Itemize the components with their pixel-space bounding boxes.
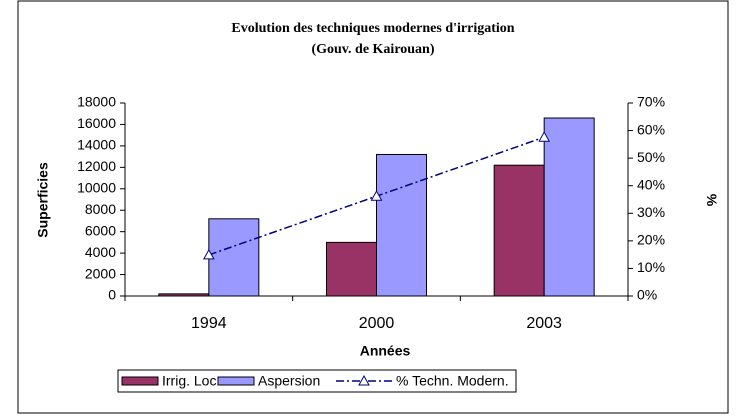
x-tick-label: 1994 bbox=[191, 315, 227, 332]
legend-swatch bbox=[121, 376, 159, 386]
bar bbox=[158, 293, 210, 297]
bar bbox=[208, 218, 260, 297]
x-tick-label: 2000 bbox=[359, 315, 395, 332]
legend-swatch bbox=[217, 376, 255, 386]
y-tick-label: 2000 bbox=[85, 265, 116, 281]
y2-tick-label: 30% bbox=[637, 204, 665, 220]
y2-tick-label: 50% bbox=[637, 149, 665, 165]
y-tick-label: 0 bbox=[108, 287, 116, 303]
line-marker bbox=[538, 131, 551, 142]
chart-title: Evolution des techniques modernes d'irri… bbox=[231, 21, 514, 36]
line-marker bbox=[202, 248, 215, 260]
bar bbox=[493, 164, 545, 297]
y2-tick-label: 20% bbox=[637, 232, 665, 248]
y-tick-label: 14000 bbox=[77, 137, 116, 153]
legend-label: Irrig. Loc. bbox=[162, 373, 220, 389]
y-tick-label: 8000 bbox=[85, 201, 116, 217]
y2-tick-label: 70% bbox=[637, 94, 665, 110]
y-tick-label: 18000 bbox=[77, 94, 116, 110]
y-tick-label: 12000 bbox=[77, 158, 116, 174]
legend-marker bbox=[358, 374, 370, 386]
y-tick-label: 4000 bbox=[85, 244, 116, 260]
legend-label: % Techn. Modern. bbox=[396, 373, 509, 389]
y2-tick-label: 60% bbox=[637, 121, 665, 137]
bar bbox=[376, 153, 427, 297]
y2-tick-label: 0% bbox=[637, 287, 657, 303]
chart-subtitle: (Gouv. de Kairouan) bbox=[311, 42, 434, 57]
bar bbox=[543, 117, 595, 297]
bar bbox=[326, 241, 377, 297]
legend-box bbox=[117, 369, 517, 393]
y-tick-label: 10000 bbox=[77, 179, 116, 195]
y-axis-title: Superficies bbox=[35, 162, 51, 238]
x-tick-label: 2003 bbox=[526, 315, 562, 332]
y2-tick-label: 40% bbox=[637, 176, 665, 192]
y-tick-label: 16000 bbox=[77, 115, 116, 131]
y2-axis-title: % bbox=[704, 193, 720, 206]
y-tick-label: 6000 bbox=[85, 222, 116, 238]
line-marker bbox=[370, 190, 383, 201]
x-axis-title: Années bbox=[360, 343, 411, 359]
y2-tick-label: 10% bbox=[637, 259, 665, 275]
legend-label: Aspersion bbox=[258, 373, 320, 389]
chart-frame bbox=[17, 0, 729, 414]
